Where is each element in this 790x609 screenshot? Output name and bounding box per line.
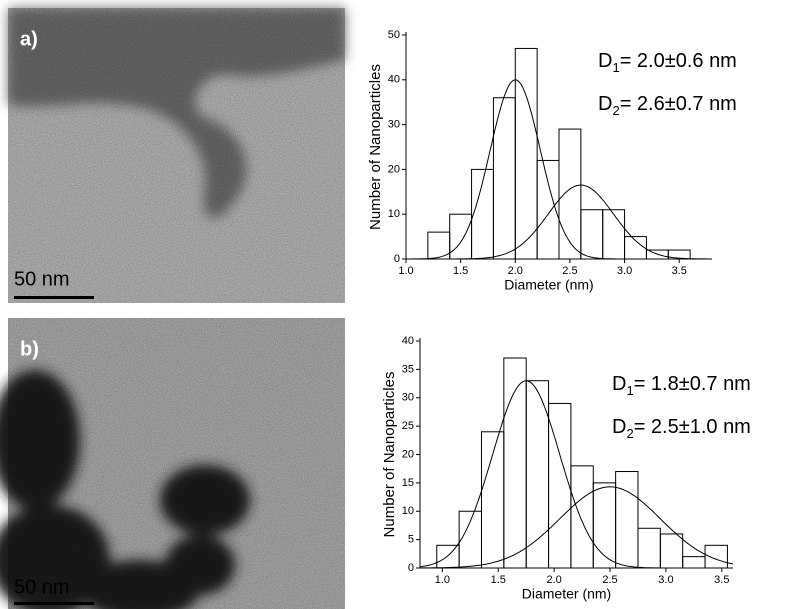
scale-bar-label: 50 nm bbox=[14, 576, 70, 598]
annotation-subscript: 2 bbox=[612, 103, 619, 118]
x-axis-title: Diameter (nm) bbox=[522, 586, 611, 602]
x-tick-label: 1.5 bbox=[453, 265, 468, 277]
scale-bar-label: 50 nm bbox=[14, 268, 70, 290]
x-tick-label: 2.0 bbox=[546, 574, 561, 586]
bar bbox=[615, 471, 639, 569]
y-tick-label: 0 bbox=[394, 253, 400, 265]
annotation-symbol: D bbox=[598, 50, 612, 72]
panel-label: a) bbox=[20, 28, 38, 50]
x-tick-label: 3.5 bbox=[672, 265, 687, 277]
bar bbox=[458, 510, 482, 569]
annotation-symbol: D bbox=[598, 93, 612, 115]
y-tick-label: 25 bbox=[402, 420, 414, 432]
y-tick-label: 5 bbox=[408, 534, 414, 546]
annotation-value: = 2.6±0.7 nm bbox=[620, 93, 737, 115]
panel-label: b) bbox=[20, 338, 39, 360]
fit-curve bbox=[420, 486, 734, 569]
x-tick-label: 2.0 bbox=[508, 265, 523, 277]
bar bbox=[480, 431, 505, 569]
y-tick-label: 10 bbox=[402, 505, 414, 517]
x-axis-title: Diameter (nm) bbox=[504, 277, 593, 293]
x-tick-label: 1.5 bbox=[491, 574, 506, 586]
tem-image-b: b) 50 nm bbox=[0, 318, 345, 609]
annotation-value: = 2.0±0.6 nm bbox=[620, 50, 737, 72]
bar bbox=[570, 465, 594, 569]
annotation-subscript: 2 bbox=[626, 426, 633, 441]
x-tick-label: 1.0 bbox=[435, 574, 450, 586]
annotation-symbol: D bbox=[612, 373, 626, 395]
annotation-symbol: D bbox=[612, 416, 626, 438]
bar bbox=[436, 544, 460, 569]
y-tick-label: 30 bbox=[402, 392, 414, 404]
bar bbox=[637, 527, 661, 569]
annotation: D2= 2.5±1.0 nm bbox=[612, 416, 751, 441]
y-axis-title: Number of Nanoparticles bbox=[381, 372, 398, 538]
y-tick-label: 40 bbox=[402, 335, 414, 347]
x-tick-label: 3.0 bbox=[658, 574, 673, 586]
fit-curve bbox=[419, 380, 733, 569]
y-tick-label: 50 bbox=[388, 29, 400, 41]
y-tick-label: 0 bbox=[408, 562, 414, 574]
annotation: D1= 1.8±0.7 nm bbox=[612, 373, 751, 398]
y-tick-label: 30 bbox=[388, 119, 400, 131]
y-tick-label: 15 bbox=[402, 477, 414, 489]
annotation-value: = 1.8±0.7 nm bbox=[634, 373, 751, 395]
x-tick-label: 3.0 bbox=[617, 265, 632, 277]
y-axis-title: Number of Nanoparticles bbox=[367, 64, 384, 230]
y-tick-label: 10 bbox=[388, 208, 400, 220]
y-tick-label: 20 bbox=[388, 163, 400, 175]
bar bbox=[580, 209, 604, 260]
bar bbox=[449, 213, 473, 260]
bar bbox=[659, 533, 684, 569]
fit-curve bbox=[406, 184, 712, 260]
bar bbox=[704, 544, 728, 569]
annotation: D2= 2.6±0.7 nm bbox=[598, 93, 737, 118]
annotation-subscript: 1 bbox=[626, 383, 633, 398]
annotation: D1= 2.0±0.6 nm bbox=[598, 50, 737, 75]
bar bbox=[503, 357, 527, 569]
annotation-value: = 2.5±1.0 nm bbox=[634, 416, 751, 438]
bar bbox=[514, 47, 538, 260]
annotation-subscript: 1 bbox=[612, 60, 619, 75]
x-tick-label: 2.5 bbox=[562, 265, 577, 277]
y-tick-label: 20 bbox=[402, 448, 414, 460]
x-tick-label: 3.5 bbox=[714, 574, 729, 586]
fit-curve bbox=[406, 79, 712, 260]
tem-image-a: a) 50 nm bbox=[8, 8, 345, 303]
bar bbox=[682, 556, 706, 569]
x-tick-label: 2.5 bbox=[602, 574, 617, 586]
y-tick-label: 35 bbox=[402, 363, 414, 375]
x-tick-label: 1.0 bbox=[398, 265, 413, 277]
bar bbox=[602, 209, 626, 260]
bar bbox=[558, 128, 582, 260]
y-tick-label: 40 bbox=[388, 74, 400, 86]
